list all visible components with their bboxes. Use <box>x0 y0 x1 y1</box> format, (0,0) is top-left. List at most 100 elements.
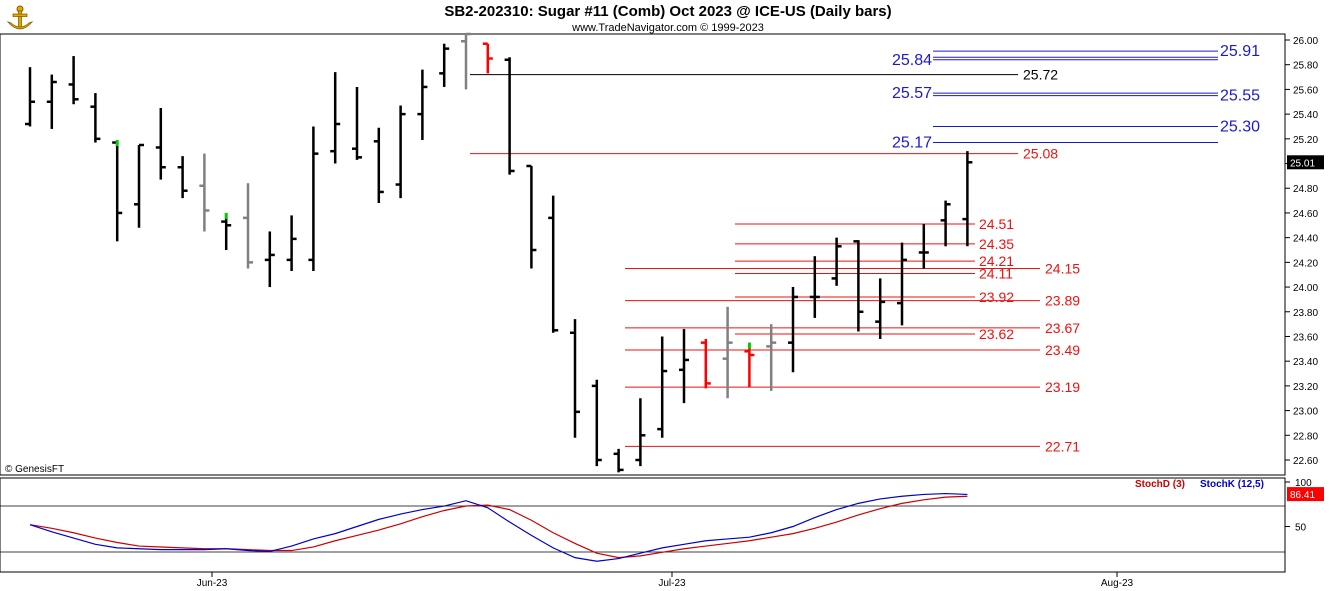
last-price-badge <box>1287 155 1324 170</box>
x-tick-label: Aug-23 <box>1101 578 1134 589</box>
level-label-25.91: 25.91 <box>1220 43 1260 60</box>
level-label-23.49: 23.49 <box>1045 342 1080 358</box>
y-tick-label: 23.20 <box>1293 382 1318 393</box>
ohlc-bar-25 <box>570 319 580 438</box>
ohlc-bar-14 <box>330 72 341 164</box>
ohlc-bar-35 <box>788 287 798 373</box>
level-label-23.67: 23.67 <box>1045 320 1080 336</box>
stoch-legend-d: StochD (3) <box>1135 479 1185 490</box>
ohlc-bar-21 <box>482 42 493 74</box>
stoch-line-StochD (3) <box>29 495 968 559</box>
ohlc-bar-39 <box>875 278 886 339</box>
y-tick-label: 25.20 <box>1293 135 1318 146</box>
x-tick-label: Jul-23 <box>658 578 686 589</box>
y-tick-label: 24.80 <box>1293 184 1318 195</box>
y-tick-label: 24.60 <box>1293 209 1318 220</box>
ohlc-bar-26 <box>591 379 602 467</box>
stoch-last-badge <box>1287 487 1324 502</box>
level-label-25.08: 25.08 <box>1023 146 1058 162</box>
trade-navigator-logo-icon <box>4 2 36 34</box>
ohlc-bar-29 <box>657 336 668 438</box>
ohlc-bar-5 <box>134 143 144 228</box>
ohlc-bar-8 <box>199 153 210 232</box>
ohlc-bar-3 <box>90 93 101 143</box>
y-tick-label: 25.60 <box>1293 85 1318 96</box>
ohlc-bar-15 <box>352 86 362 160</box>
y-tick-label: 22.80 <box>1293 431 1318 442</box>
ohlc-bar-13 <box>308 126 319 271</box>
level-label-24.35: 24.35 <box>979 236 1014 252</box>
ohlc-bar-41 <box>918 224 929 269</box>
ohlc-bar-4 <box>112 140 123 242</box>
y-tick-label: 24.40 <box>1293 234 1318 245</box>
ohlc-bar-19 <box>439 43 450 87</box>
ohlc-bar-28 <box>635 398 646 467</box>
level-label-25.72: 25.72 <box>1023 67 1058 83</box>
chart-title: SB2-202310: Sugar #11 (Comb) Oct 2023 @ … <box>444 3 892 20</box>
ohlc-bar-33 <box>744 342 755 388</box>
price-panel <box>0 33 1286 476</box>
stoch-y-tick-label: 100 <box>1295 478 1312 489</box>
level-label-24.21: 24.21 <box>979 253 1014 269</box>
stochastic-panel <box>0 477 1286 573</box>
x-tick-label: Jun-23 <box>197 578 228 589</box>
y-tick-label: 23.60 <box>1293 332 1318 343</box>
ohlc-bar-7 <box>177 156 188 199</box>
y-tick-label: 25.40 <box>1293 110 1318 121</box>
chart-subtitle: www.TradeNavigator.com © 1999-2023 <box>572 22 764 34</box>
ohlc-bar-0 <box>25 67 35 127</box>
y-tick-label: 23.40 <box>1293 357 1318 368</box>
ohlc-bar-30 <box>679 329 689 404</box>
stoch-last-label: 86.41 <box>1290 490 1315 501</box>
ohlc-bar-11 <box>264 231 275 288</box>
ohlc-bar-22 <box>504 57 515 175</box>
ohlc-bar-16 <box>373 127 384 204</box>
stoch-legend-k: StochK (12,5) <box>1200 479 1264 490</box>
level-label-25.55: 25.55 <box>1220 88 1260 105</box>
y-tick-label: 24.00 <box>1293 283 1318 294</box>
y-tick-label: 25.80 <box>1293 61 1318 72</box>
level-label-25.57: 25.57 <box>892 85 932 102</box>
level-label-24.15: 24.15 <box>1045 261 1080 277</box>
y-tick-label: 26.00 <box>1293 36 1318 47</box>
level-label-23.89: 23.89 <box>1045 293 1080 309</box>
level-label-22.71: 22.71 <box>1045 438 1080 454</box>
ohlc-bar-43 <box>962 151 973 247</box>
level-label-23.19: 23.19 <box>1045 379 1080 395</box>
stoch-y-tick-label: 50 <box>1295 523 1307 534</box>
ohlc-bar-27 <box>613 448 624 473</box>
ohlc-bar-17 <box>395 105 406 199</box>
ohlc-bar-10 <box>243 183 253 269</box>
y-tick-label: 24.20 <box>1293 258 1318 269</box>
ohlc-bar-2 <box>68 56 79 105</box>
level-label-24.51: 24.51 <box>979 216 1014 232</box>
level-label-23.62: 23.62 <box>979 326 1014 342</box>
ohlc-bar-38 <box>853 240 864 332</box>
level-label-25.30: 25.30 <box>1220 118 1260 135</box>
ohlc-bar-37 <box>831 237 842 286</box>
y-tick-label: 23.80 <box>1293 308 1318 319</box>
ohlc-bar-23 <box>526 164 537 269</box>
stoch-line-StochK (12,5) <box>29 492 968 562</box>
ohlc-bar-18 <box>417 69 428 141</box>
ohlc-bar-36 <box>809 256 820 318</box>
level-label-24.11: 24.11 <box>979 265 1013 281</box>
ohlc-bar-34 <box>766 324 777 391</box>
ohlc-bar-31 <box>700 338 711 389</box>
last-price-label: 25.01 <box>1290 158 1315 169</box>
ohlc-bar-32 <box>722 306 733 399</box>
ohlc-bar-6 <box>155 107 166 180</box>
level-label-25.84: 25.84 <box>892 52 932 69</box>
ohlc-bar-40 <box>897 242 907 326</box>
ohlc-bar-42 <box>940 200 951 247</box>
ohlc-bar-12 <box>286 215 297 271</box>
level-label-23.92: 23.92 <box>979 289 1014 305</box>
ohlc-bar-20 <box>461 32 471 90</box>
ohlc-bar-1 <box>46 74 57 129</box>
y-tick-label: 23.00 <box>1293 407 1318 418</box>
ohlc-bar-24 <box>548 195 559 333</box>
y-tick-label: 22.60 <box>1293 456 1318 467</box>
level-label-25.17: 25.17 <box>892 135 932 152</box>
ohlc-bar-9 <box>221 212 232 250</box>
